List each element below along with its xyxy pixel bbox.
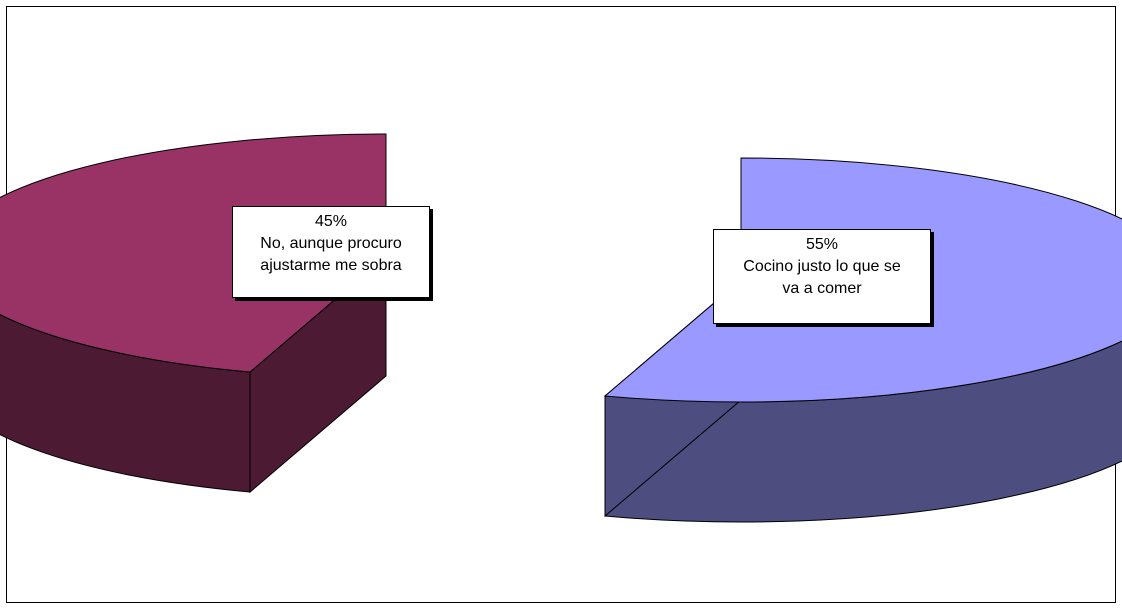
data-label-slice-1: 45% No, aunque procuro ajustarme me sobr… [232,206,430,298]
percent-label: 55% [805,236,839,253]
data-label-slice-2: 55% Cocino justo lo que se va a comer [713,229,931,324]
category-label-line: va a comer [782,280,862,297]
category-label-line: ajustarme me sobra [260,257,402,274]
category-label-line: No, aunque procuro [260,235,402,252]
slice-top-1 [0,133,387,373]
category-label-line: Cocino justo lo que se [743,258,901,275]
percent-label: 45% [314,213,348,230]
